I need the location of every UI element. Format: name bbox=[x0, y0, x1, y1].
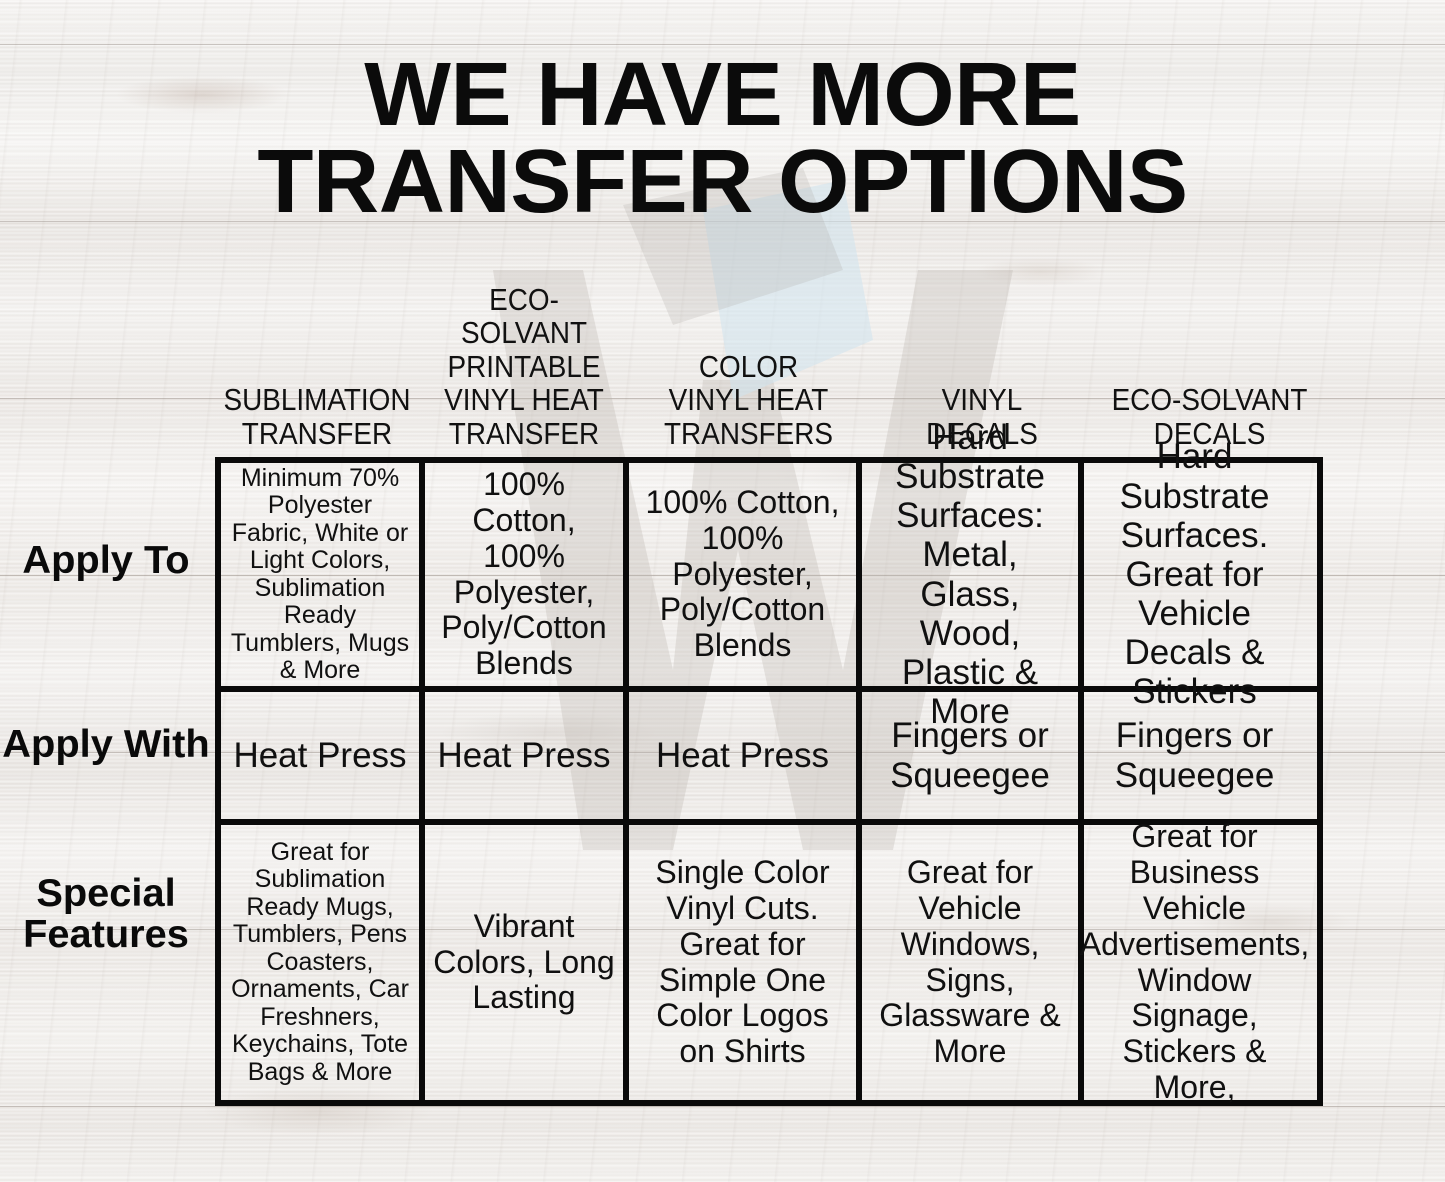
row-label-apply-to: Apply To bbox=[0, 539, 214, 582]
cell-special-features-color-vinyl-heat: Single Color Vinyl Cuts. Great for Simpl… bbox=[623, 825, 856, 1100]
header-line: ECO-SOLVANT bbox=[460, 281, 588, 351]
row-label-line: Apply With bbox=[2, 723, 210, 766]
column-header-sublimation-transfer: SUBLIMATION TRANSFER bbox=[223, 258, 411, 454]
row-label-line: Apply To bbox=[22, 539, 190, 582]
header-line: DECALS bbox=[1153, 415, 1266, 451]
cell-apply-to-eco-solvant-decals: Hard Substrate Surfaces. Great for Vehic… bbox=[1078, 437, 1305, 711]
page-title: WE HAVE MORE TRANSFER OPTIONS bbox=[0, 45, 1445, 233]
cell-special-features-eco-solvant-decals: Great for Business Vehicle Advertisement… bbox=[1078, 818, 1310, 1105]
table-row-apply-to: Minimum 70% Polyester Fabric, White or L… bbox=[221, 418, 1317, 731]
header-line: TRANSFER bbox=[448, 415, 600, 451]
title-line-2: TRANSFER OPTIONS bbox=[257, 132, 1188, 233]
header-line: TRANSFER bbox=[241, 415, 393, 451]
cell-special-features-eco-solvant-printable: Vibrant Colors, Long Lasting bbox=[419, 825, 623, 1100]
cell-special-features-vinyl-decals: Great for Vehicle Windows, Signs, Glassw… bbox=[856, 825, 1078, 1100]
cell-apply-with-eco-solvant-decals: Fingers or Squeegee bbox=[1078, 692, 1305, 819]
header-line: ECO-SOLVANT bbox=[1111, 382, 1308, 418]
row-label-special-features: Special Features bbox=[0, 873, 214, 956]
cell-apply-with-color-vinyl-heat: Heat Press bbox=[623, 692, 856, 819]
column-header-eco-solvant-printable-vinyl-heat-transfer: ECO-SOLVANT PRINTABLE VINYL HEAT TRANSFE… bbox=[430, 258, 619, 454]
title-line-1: WE HAVE MORE bbox=[364, 45, 1081, 145]
header-line: VINYL HEAT bbox=[444, 382, 604, 418]
cell-apply-to-eco-solvant-printable: 100% Cotton, 100% Polyester, Poly/Cotton… bbox=[419, 463, 623, 686]
header-line: COLOR bbox=[698, 348, 799, 384]
cell-special-features-sublimation-transfer: Great for Sublimation Ready Mugs, Tumble… bbox=[231, 837, 409, 1086]
row-label-line: Features bbox=[23, 913, 189, 957]
cell-apply-with-eco-solvant-printable: Heat Press bbox=[419, 692, 623, 819]
column-header-color-vinyl-heat-transfers: COLOR VINYL HEAT TRANSFERS bbox=[641, 258, 856, 454]
table-column-headers: SUBLIMATION TRANSFER ECO-SOLVANT PRINTAB… bbox=[215, 258, 1323, 454]
column-header-eco-solvant-decals: ECO-SOLVANT DECALS bbox=[1107, 258, 1311, 454]
cell-apply-to-vinyl-decals: Hard Substrate Surfaces: Metal, Glass, W… bbox=[856, 418, 1078, 731]
header-line: VINYL bbox=[941, 382, 1023, 418]
cell-apply-to-color-vinyl-heat: 100% Cotton, 100% Polyester, Poly/Cotton… bbox=[623, 463, 856, 686]
cell-apply-with-vinyl-decals: Fingers or Squeegee bbox=[856, 692, 1078, 819]
table-row-special-features: Great for Sublimation Ready Mugs, Tumble… bbox=[221, 818, 1317, 1105]
header-line: SUBLIMATION bbox=[223, 382, 411, 418]
row-label-line: Special bbox=[36, 872, 176, 915]
cell-apply-to-sublimation-transfer: Minimum 70% Polyester Fabric, White or L… bbox=[230, 463, 410, 684]
header-line: PRINTABLE bbox=[447, 348, 601, 384]
column-header-vinyl-decals: VINYL DECALS bbox=[879, 258, 1084, 454]
comparison-table: Minimum 70% Polyester Fabric, White or L… bbox=[215, 418, 1323, 1106]
table-row-apply-with: Heat Press Heat Press Heat Press Fingers… bbox=[221, 686, 1317, 819]
header-line: VINYL HEAT bbox=[668, 382, 829, 418]
header-line: TRANSFERS bbox=[664, 415, 833, 451]
header-line: DECALS bbox=[926, 415, 1038, 451]
row-label-apply-with: Apply With bbox=[0, 723, 214, 766]
cell-apply-with-sublimation-transfer: Heat Press bbox=[233, 735, 407, 775]
